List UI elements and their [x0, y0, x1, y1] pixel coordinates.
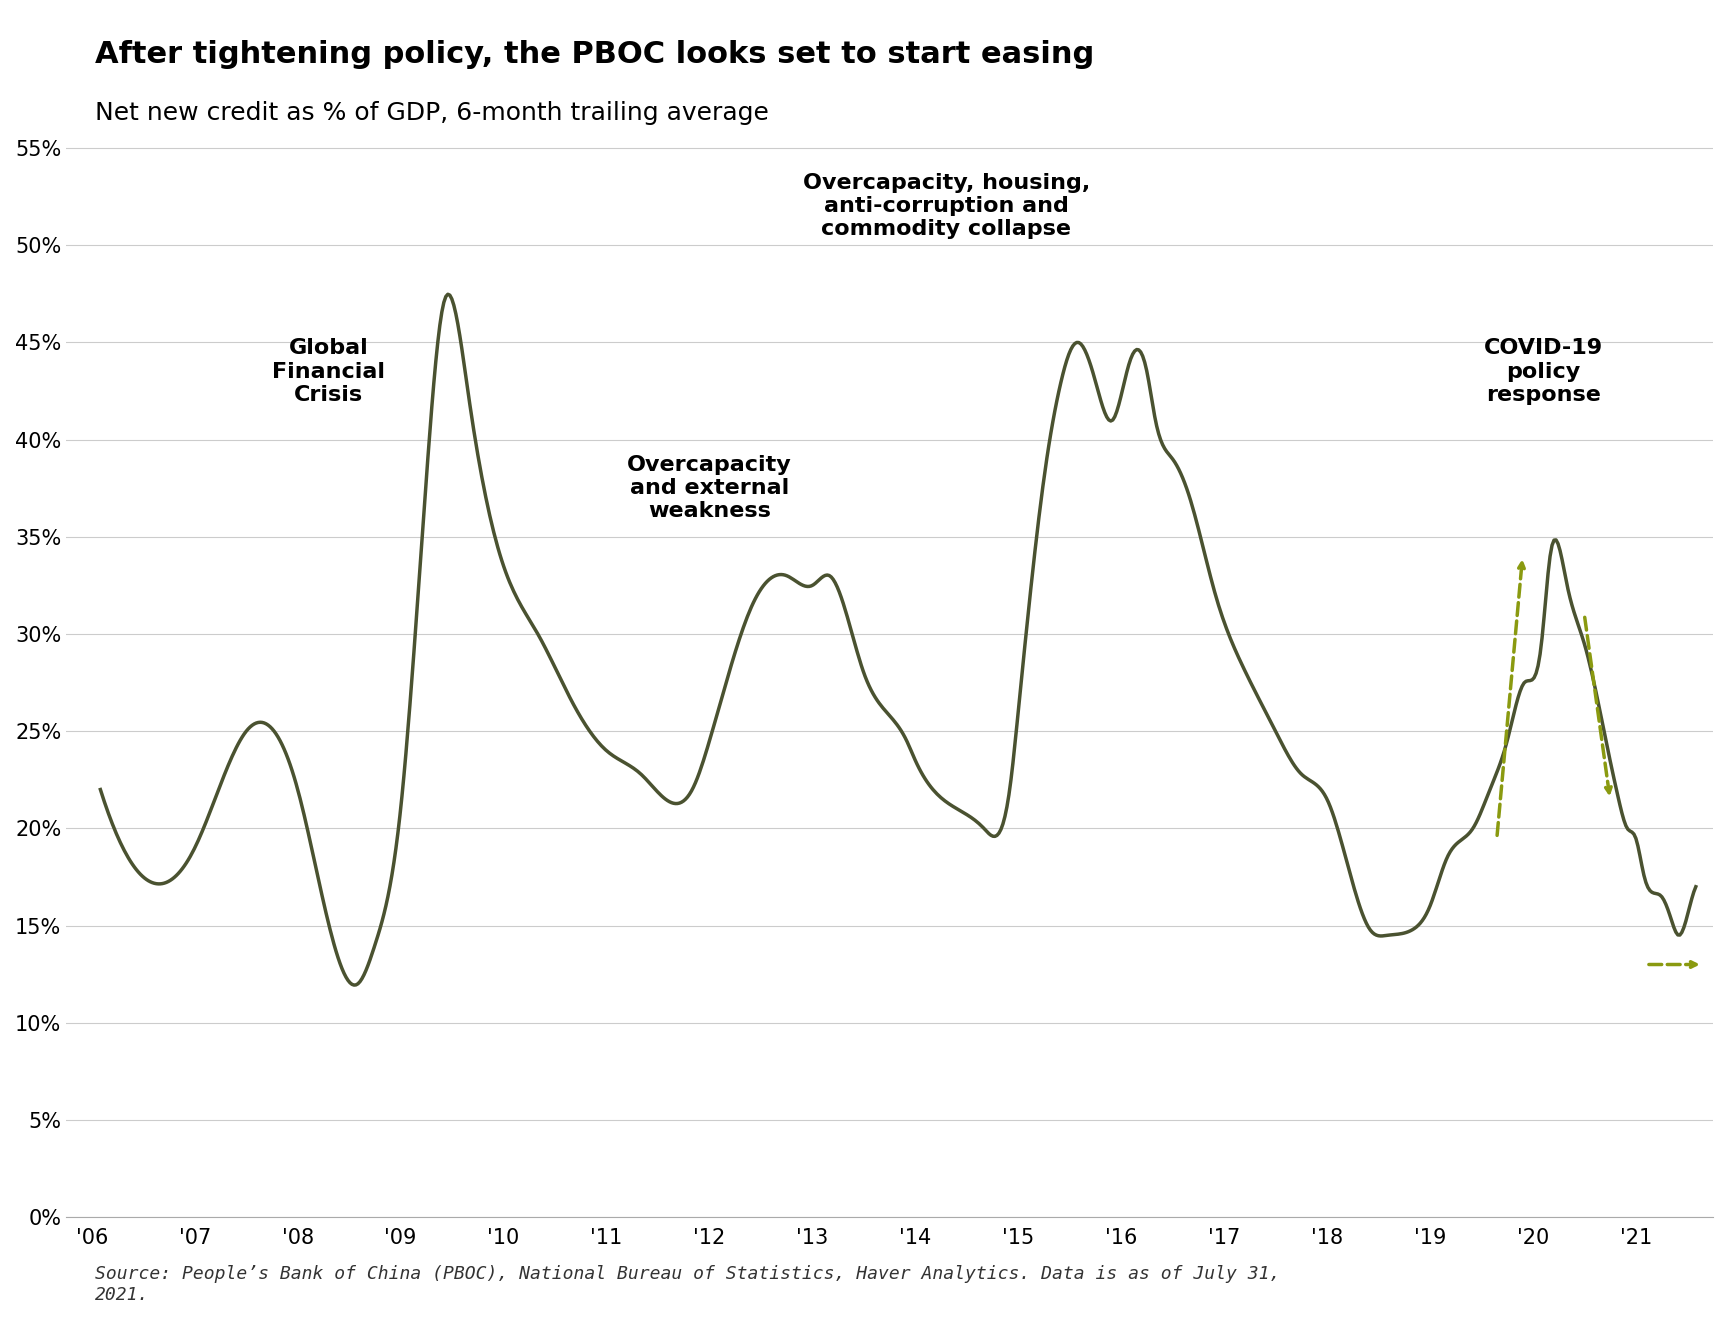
Text: Net new credit as % of GDP, 6-month trailing average: Net new credit as % of GDP, 6-month trai…: [95, 101, 769, 125]
Text: Global
Financial
Crisis: Global Financial Crisis: [271, 339, 385, 405]
Text: Overcapacity
and external
weakness: Overcapacity and external weakness: [627, 456, 791, 521]
Text: COVID-19
policy
response: COVID-19 policy response: [1484, 339, 1604, 405]
Text: Source: People’s Bank of China (PBOC), National Bureau of Statistics, Haver Anal: Source: People’s Bank of China (PBOC), N…: [95, 1265, 1280, 1304]
Text: Overcapacity, housing,
anti-corruption and
commodity collapse: Overcapacity, housing, anti-corruption a…: [802, 173, 1090, 239]
Text: After tightening policy, the PBOC looks set to start easing: After tightening policy, the PBOC looks …: [95, 40, 1094, 70]
